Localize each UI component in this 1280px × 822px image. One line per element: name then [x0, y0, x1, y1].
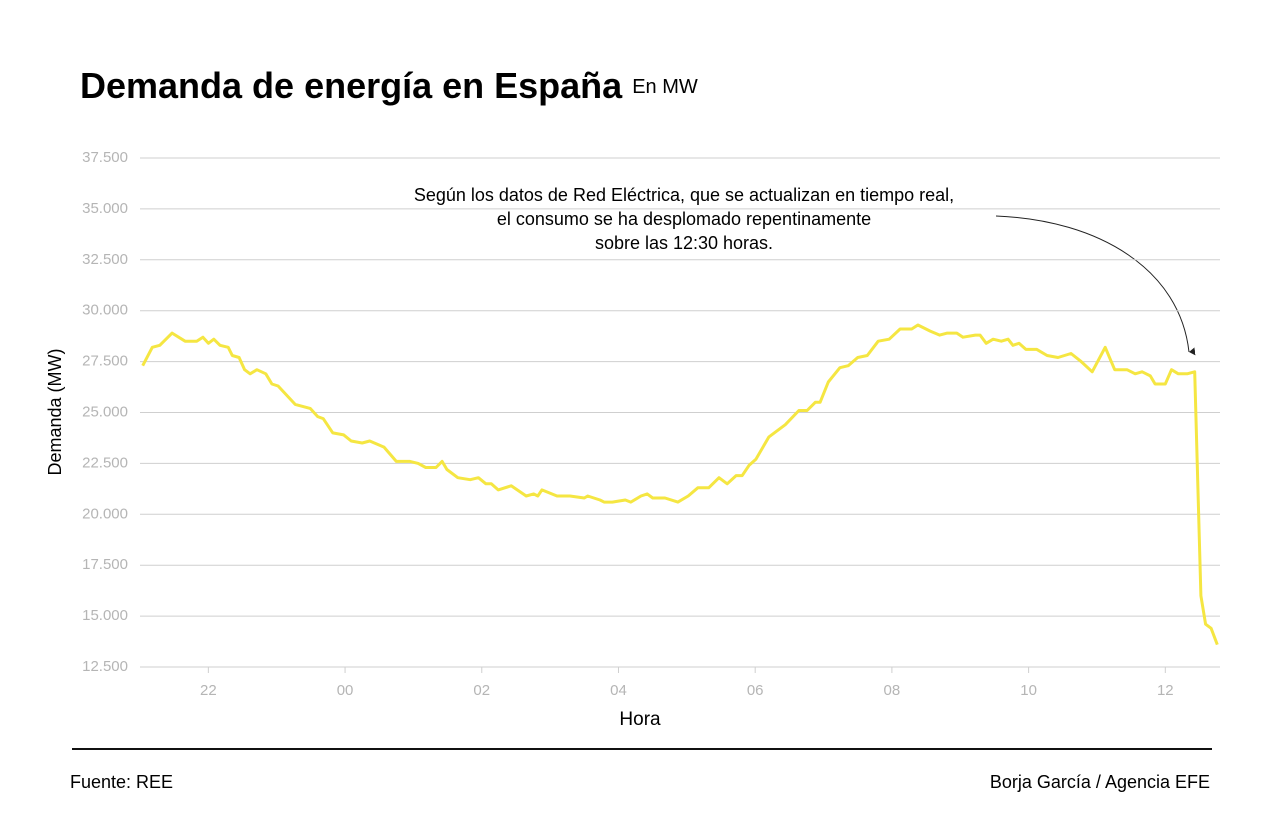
y-tick-label: 22.500: [82, 454, 128, 471]
x-tick-label: 02: [473, 682, 490, 699]
x-axis-label: Hora: [619, 709, 661, 730]
y-tick-label: 15.000: [82, 607, 128, 624]
x-tick-label: 12: [1157, 682, 1174, 699]
y-tick-label: 27.500: [82, 353, 128, 370]
y-tick-label: 32.500: [82, 251, 128, 268]
y-tick-label: 17.500: [82, 556, 128, 573]
x-tick-label: 00: [337, 682, 354, 699]
subtitle: En MW: [632, 76, 698, 98]
x-tick-label: 22: [200, 682, 217, 699]
y-tick-label: 20.000: [82, 505, 128, 522]
y-tick-label: 37.500: [82, 149, 128, 166]
source: Fuente: REE: [70, 772, 173, 792]
x-tick-label: 06: [747, 682, 764, 699]
credit: Borja García / Agencia EFE: [990, 772, 1210, 792]
plot-area: 12.500 15.000 17.500 20.000 22.500 25.000 27.5…: [82, 149, 1220, 699]
chart-title: Demanda de energía en España En MW: [80, 65, 698, 106]
annotation-arrow: [995, 215, 1196, 356]
annotation-line: sobre las 12:30 horas.: [595, 233, 773, 253]
x-tick-label: 04: [610, 682, 627, 699]
title: Demanda de energía en España: [80, 65, 623, 106]
y-tick-label: 30.000: [82, 302, 128, 319]
annotation-line: Según los datos de Red Eléctrica, que se…: [414, 185, 954, 205]
y-tick-label: 35.000: [82, 200, 128, 217]
y-tick-label: 25.000: [82, 403, 128, 420]
data-line: [141, 323, 1219, 646]
y-tick-label: 12.500: [82, 658, 128, 675]
y-axis-label: Demanda (MW): [45, 348, 65, 475]
x-tick-label: 08: [884, 682, 901, 699]
x-tick-label: 10: [1020, 682, 1037, 699]
annotation-line: el consumo se ha desplomado repentinamen…: [497, 209, 871, 229]
